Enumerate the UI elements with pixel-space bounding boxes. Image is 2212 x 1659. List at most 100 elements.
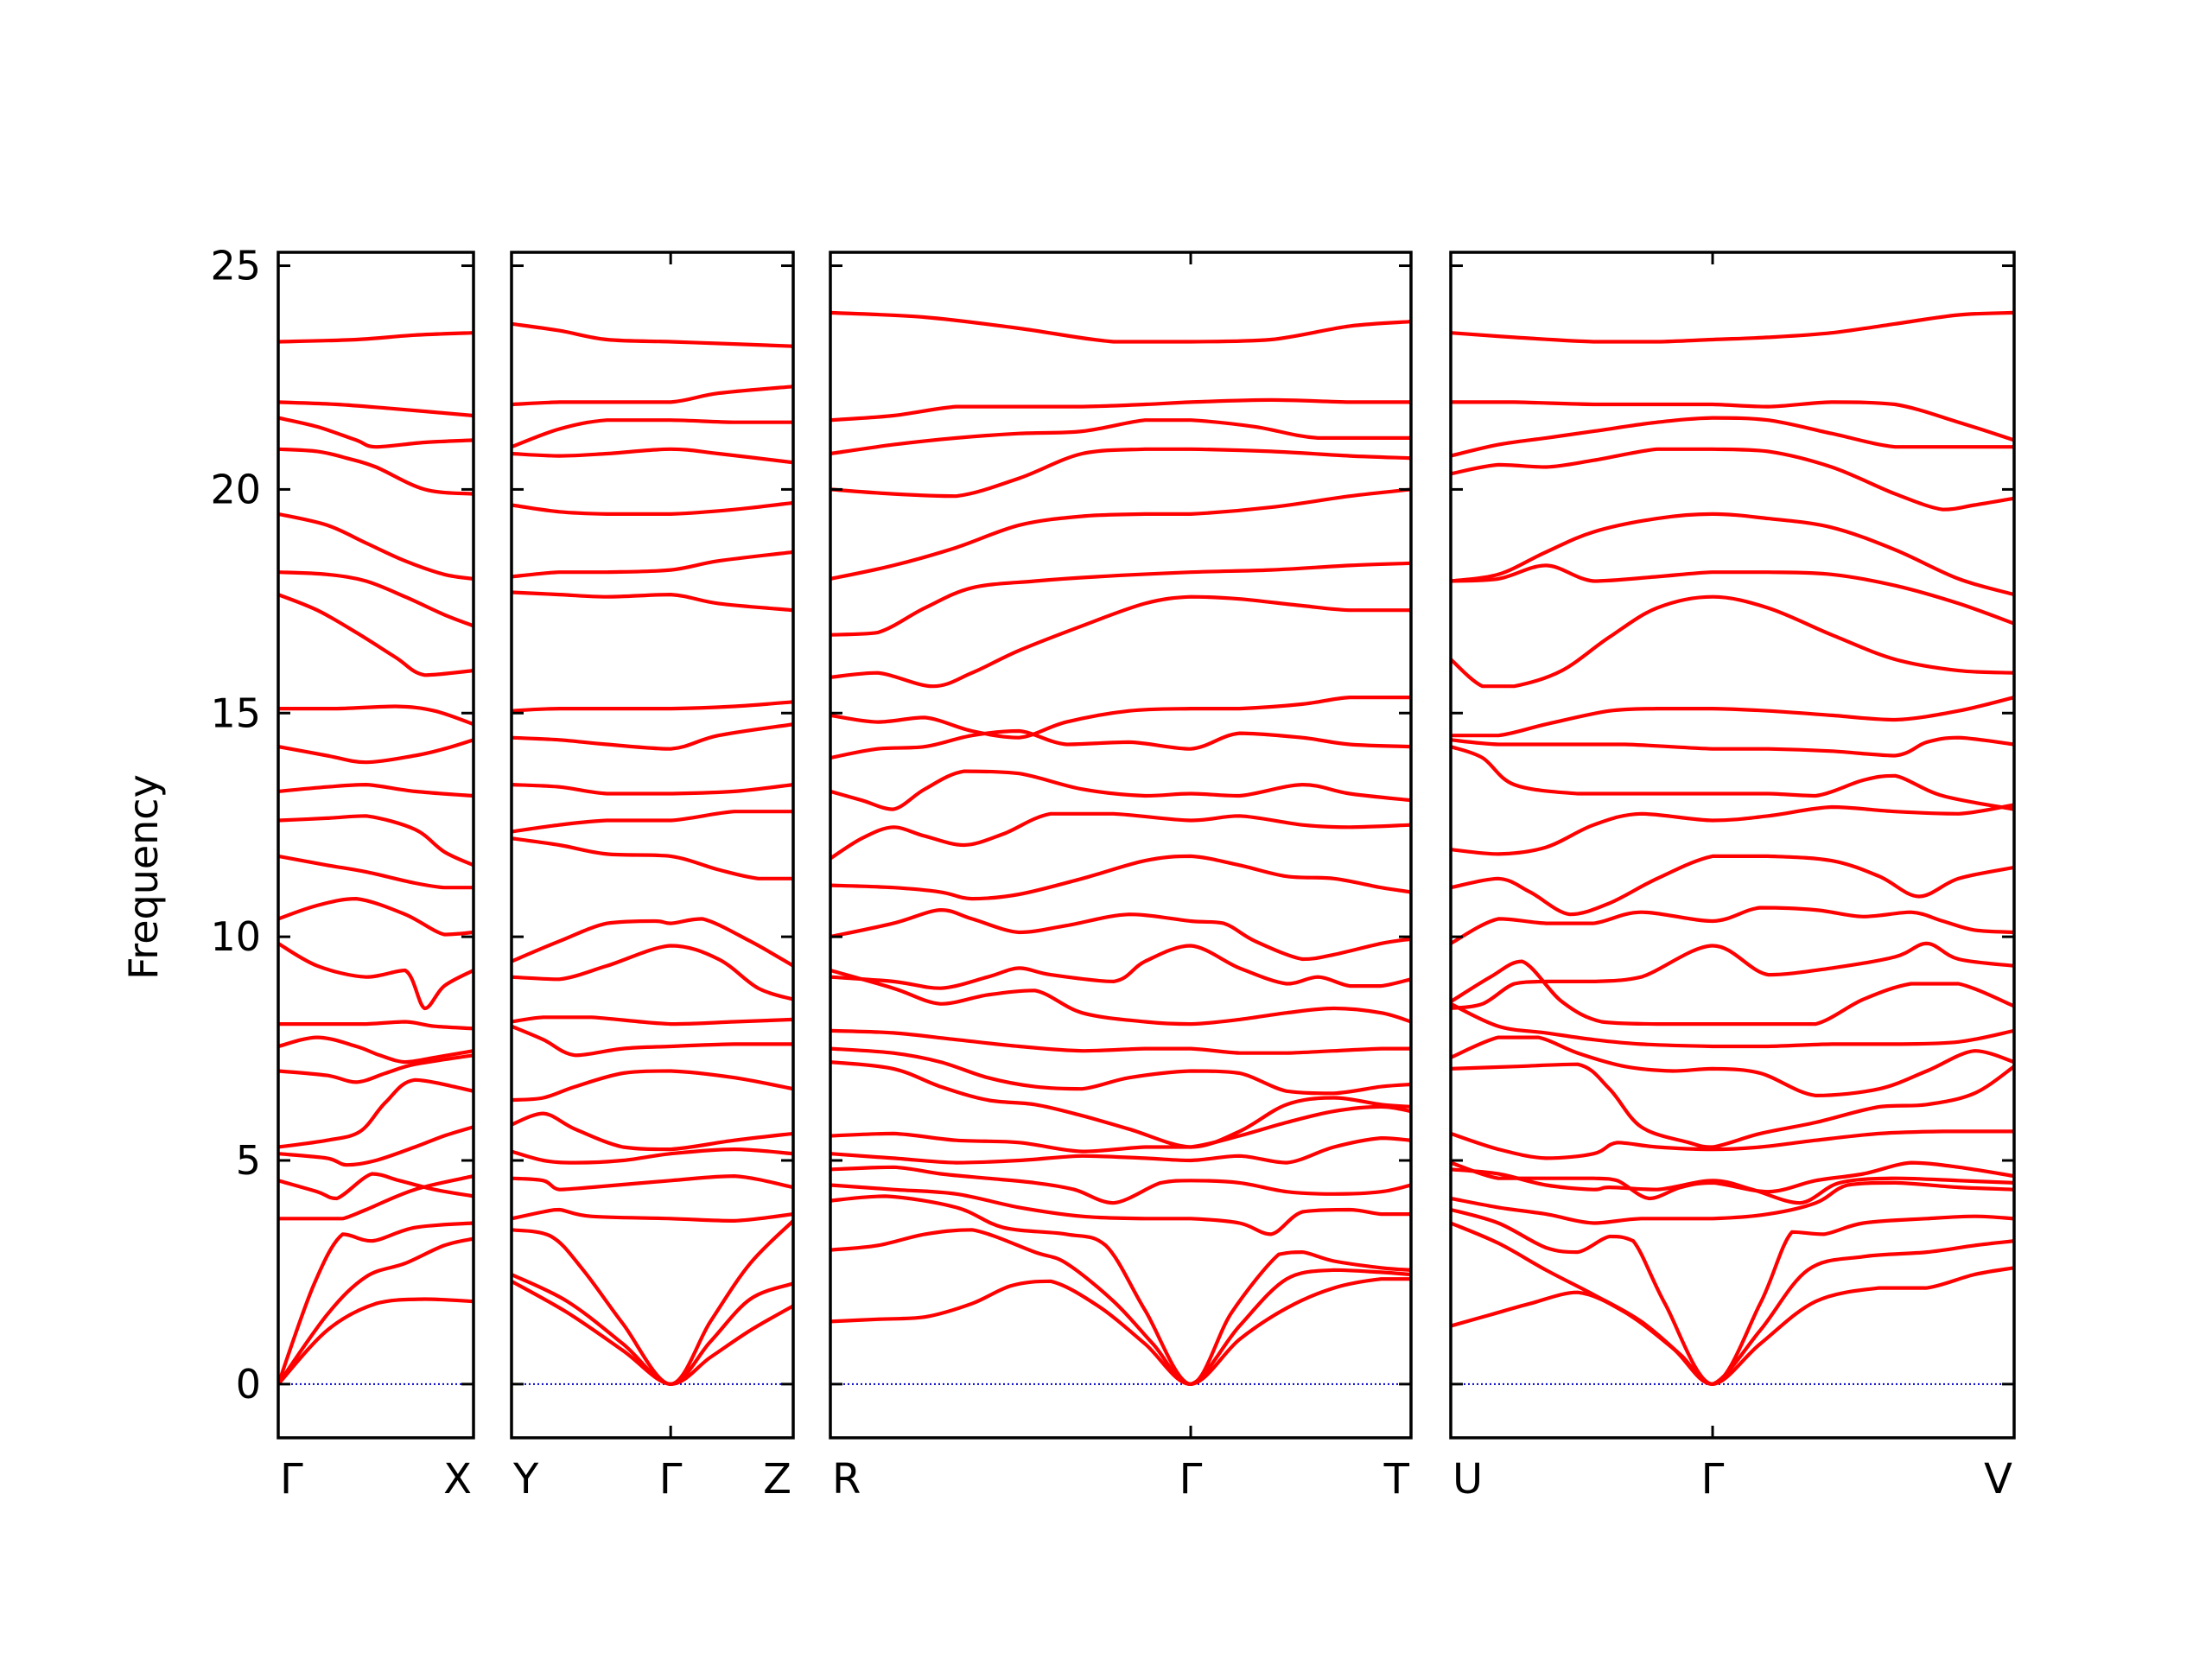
band-line	[512, 500, 793, 517]
y-tick-label: 25	[210, 243, 261, 289]
band-line	[278, 1077, 474, 1149]
band-line	[1451, 959, 2014, 1027]
band-line	[1451, 803, 2014, 856]
y-tick-label: 10	[210, 913, 261, 960]
band-line	[1451, 906, 2014, 945]
band-line	[1451, 416, 2014, 458]
band-line	[830, 310, 1411, 344]
band-line	[278, 416, 474, 449]
band-line	[512, 1111, 793, 1152]
band-line	[830, 1277, 1411, 1386]
band-line	[278, 704, 474, 727]
band-line	[830, 695, 1411, 740]
band-line	[512, 321, 793, 348]
panel-frame	[1449, 251, 2016, 1440]
band-line	[278, 1174, 474, 1221]
y-tick-label: 15	[210, 690, 261, 736]
band-line	[830, 854, 1411, 901]
y-axis-label: Frequency	[120, 774, 167, 980]
band-line	[1451, 563, 2014, 626]
band-line	[512, 1147, 793, 1165]
band-line	[512, 783, 793, 796]
band-line	[1451, 400, 2014, 442]
band-line	[512, 550, 793, 579]
band-line	[278, 1172, 474, 1201]
band-line	[512, 1174, 793, 1192]
band-group	[278, 331, 474, 1386]
band-line	[512, 1069, 793, 1103]
panel-frame	[510, 251, 795, 1440]
x-tick-label: Γ	[1179, 1455, 1203, 1503]
y-tick-label: 20	[210, 466, 261, 512]
band-line	[278, 814, 474, 868]
x-tick-label: Z	[763, 1455, 791, 1503]
band-line	[830, 1060, 1411, 1149]
band-line	[1451, 1167, 2014, 1205]
band-line	[512, 1024, 793, 1058]
x-tick-label: Γ	[280, 1455, 303, 1503]
band-line	[830, 1228, 1411, 1386]
band-line	[1451, 696, 2014, 738]
band-line	[512, 418, 793, 449]
band-line	[1451, 310, 2014, 344]
y-axis: 0 5 10 15 20 25	[210, 243, 261, 1408]
band-line	[830, 561, 1411, 637]
band-line	[1451, 447, 2014, 512]
band-line	[278, 1053, 474, 1084]
band-line	[830, 1104, 1411, 1154]
y-tick-label: 0	[236, 1361, 261, 1408]
band-line	[512, 700, 793, 713]
band-line	[278, 854, 474, 890]
band-line	[1451, 1062, 2014, 1149]
band-line	[512, 385, 793, 407]
band-line	[512, 447, 793, 465]
band-line	[278, 897, 474, 937]
band-line	[1451, 854, 2014, 917]
band-line	[278, 783, 474, 798]
band-line	[1451, 1129, 2014, 1160]
band-line	[278, 1236, 474, 1386]
band-line	[512, 917, 793, 968]
x-tick-label: R	[832, 1455, 861, 1503]
band-line	[512, 836, 793, 880]
band-line	[1451, 1001, 2014, 1049]
band-line	[278, 1020, 474, 1031]
band-line	[830, 769, 1411, 811]
band-line	[278, 570, 474, 628]
band-group	[1451, 310, 2014, 1386]
band-line	[830, 1028, 1411, 1055]
band-line	[830, 968, 1411, 1027]
band-line	[830, 1165, 1411, 1205]
band-line	[1451, 594, 2014, 689]
y-tick-label: 5	[236, 1137, 261, 1184]
panel-frame	[276, 251, 475, 1440]
band-line	[1451, 735, 2014, 758]
x-tick-label: V	[1984, 1455, 2012, 1503]
x-tick-label: U	[1452, 1455, 1483, 1503]
band-line	[278, 400, 474, 418]
band-line	[278, 941, 474, 1011]
band-line	[512, 1207, 793, 1223]
panel-frame	[829, 251, 1413, 1440]
band-line	[278, 1035, 474, 1065]
band-group	[512, 321, 793, 1386]
band-line	[278, 512, 474, 581]
band-line	[830, 1183, 1411, 1236]
band-line	[512, 590, 793, 613]
band-line	[1451, 1160, 2014, 1201]
band-line	[278, 447, 474, 496]
x-tick-label: Γ	[659, 1455, 683, 1503]
band-line	[512, 1218, 793, 1386]
band-line	[278, 738, 474, 765]
band-line	[830, 908, 1411, 962]
x-tick-label: Γ	[1701, 1455, 1725, 1503]
band-line	[1451, 745, 2014, 811]
band-line	[278, 1221, 474, 1386]
band-line	[830, 811, 1411, 861]
band-line	[278, 593, 474, 677]
